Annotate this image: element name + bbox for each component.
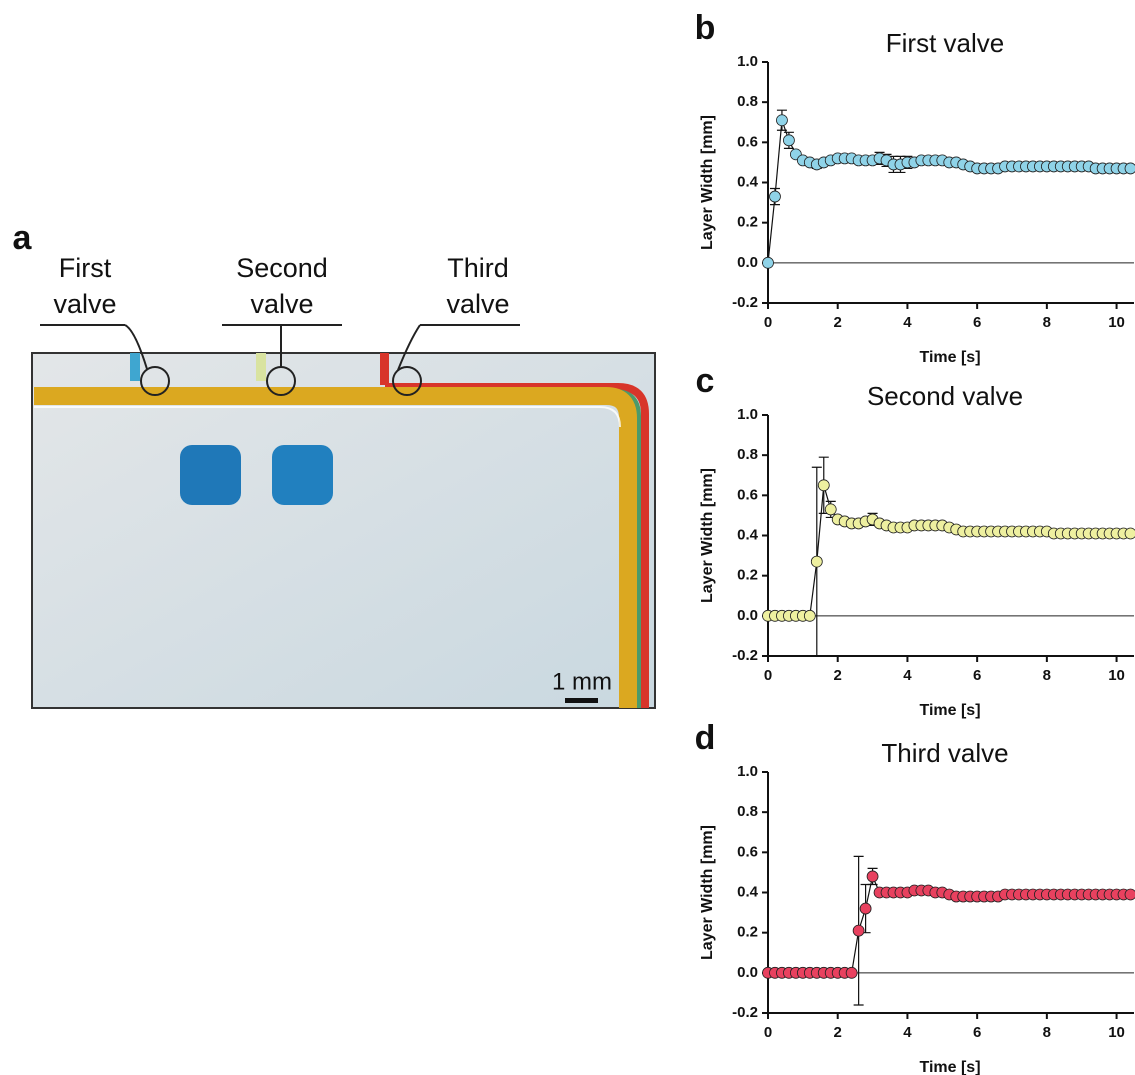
- panel-label: a: [13, 219, 33, 257]
- x-tick-label: 10: [1108, 667, 1125, 684]
- photo-frame: [31, 352, 656, 709]
- inlet-blue: [130, 353, 140, 381]
- data-line: [768, 485, 1131, 617]
- x-tick-label: 10: [1108, 1024, 1125, 1041]
- y-tick-label: 1.0: [737, 53, 758, 70]
- y-axis-label: Layer Width [mm]: [699, 468, 716, 603]
- y-tick-label: 0.2: [737, 567, 758, 584]
- y-tick-label: -0.2: [732, 647, 758, 664]
- chart-title: Third valve: [881, 738, 1008, 768]
- y-axis-label: Layer Width [mm]: [699, 825, 716, 960]
- y-tick-label: 0.2: [737, 214, 758, 231]
- x-axis-label: Time [s]: [919, 702, 980, 719]
- x-tick-label: 4: [903, 667, 912, 684]
- data-point: [1124, 162, 1135, 175]
- x-tick-label: 2: [834, 314, 842, 331]
- y-tick-label: -0.2: [732, 1004, 758, 1021]
- chart-title: Second valve: [867, 381, 1023, 411]
- valve-markers: [40, 324, 520, 396]
- y-tick-label: 0.4: [737, 526, 759, 543]
- x-tick-label: 0: [764, 667, 772, 684]
- y-tick-label: 0.0: [737, 607, 758, 624]
- data-point: [852, 924, 865, 937]
- x-tick-label: 4: [903, 314, 912, 331]
- y-tick-label: 0.4: [737, 883, 759, 900]
- scale-bar: [565, 698, 598, 703]
- data-point: [762, 256, 774, 269]
- valve-label: valve: [250, 289, 313, 319]
- valve-label: valve: [446, 289, 509, 319]
- x-tick-label: 2: [834, 1024, 842, 1041]
- x-tick-label: 6: [973, 1024, 981, 1041]
- data-point: [845, 966, 858, 979]
- y-tick-label: 0.8: [737, 93, 758, 110]
- scale-label: 1 mm: [552, 668, 612, 695]
- x-axis-label: Time [s]: [919, 349, 980, 366]
- data-point: [783, 134, 795, 147]
- y-axis-label: Layer Width [mm]: [699, 115, 716, 250]
- valve-label: First: [59, 253, 112, 283]
- data-point: [769, 190, 781, 203]
- panel-label: c: [696, 362, 715, 400]
- x-tick-label: 4: [903, 1024, 912, 1041]
- y-tick-label: 1.0: [737, 406, 758, 423]
- y-tick-label: 0.4: [737, 173, 759, 190]
- data-line: [767, 120, 1131, 263]
- channel-yellow: [34, 387, 637, 708]
- x-tick-label: 6: [973, 667, 981, 684]
- y-tick-label: 0.6: [737, 133, 758, 150]
- valve-label: valve: [53, 289, 116, 319]
- y-tick-label: 0.6: [737, 486, 758, 503]
- data-point: [803, 609, 816, 622]
- data-point: [776, 114, 788, 127]
- y-tick-label: 0.2: [737, 924, 758, 941]
- y-tick-label: 0.8: [737, 446, 758, 463]
- data-point: [1124, 888, 1135, 901]
- channel-red: [385, 383, 649, 708]
- y-tick-label: -0.2: [732, 294, 758, 311]
- x-tick-label: 0: [764, 314, 772, 331]
- y-tick-label: 0.0: [737, 254, 758, 271]
- x-tick-label: 10: [1108, 314, 1125, 331]
- x-tick-label: 0: [764, 1024, 772, 1041]
- data-point: [817, 479, 830, 492]
- data-point: [824, 503, 837, 516]
- x-axis-label: Time [s]: [919, 1059, 980, 1075]
- channel-edge: [34, 406, 621, 428]
- valve-label: Second: [236, 253, 328, 283]
- x-tick-label: 2: [834, 667, 842, 684]
- panel-label: b: [695, 9, 716, 47]
- x-tick-label: 6: [973, 314, 981, 331]
- data-point: [1124, 527, 1135, 540]
- data-point: [810, 555, 823, 568]
- y-tick-label: 0.6: [737, 843, 758, 860]
- y-tick-label: 1.0: [737, 763, 758, 780]
- chart-title: First valve: [886, 28, 1004, 58]
- y-tick-label: 0.8: [737, 803, 758, 820]
- blue-square: [180, 445, 241, 505]
- panel-label: d: [695, 719, 716, 757]
- blue-square: [272, 445, 333, 505]
- y-tick-label: 0.0: [737, 964, 758, 981]
- valve-label: Third: [447, 253, 509, 283]
- data-point: [866, 870, 879, 883]
- data-point: [859, 902, 872, 915]
- x-tick-label: 8: [1043, 1024, 1051, 1041]
- inlet-yellow: [256, 353, 266, 381]
- photo: 1 mm a First valve Second valve Third va…: [13, 219, 656, 709]
- x-tick-label: 8: [1043, 667, 1051, 684]
- inlet-red: [380, 353, 389, 385]
- x-tick-label: 8: [1043, 314, 1051, 331]
